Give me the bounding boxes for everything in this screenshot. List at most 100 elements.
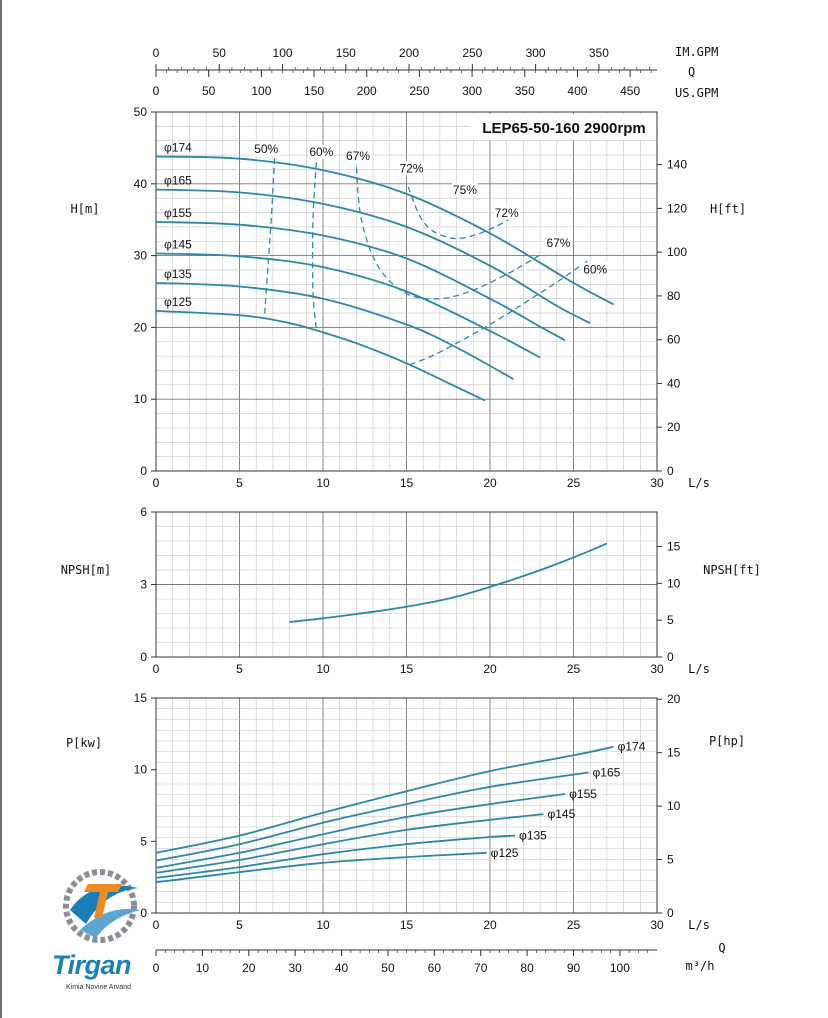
us-gpm-tick-label: 450 (620, 84, 640, 98)
power-ylabel-right: P[hp] (709, 734, 745, 748)
head-ylabel-right: H[ft] (710, 202, 746, 216)
head-ytick-left-label: 50 (134, 105, 148, 119)
power-curve-label: φ125 (491, 846, 519, 860)
im-gpm-tick-label: 200 (399, 46, 419, 60)
us-gpm-tick-label: 400 (567, 84, 587, 98)
tirgan-emblem-icon (63, 869, 140, 943)
efficiency-label-bg (308, 144, 335, 159)
npsh-xtick-label: 0 (153, 662, 160, 676)
efficiency-curve (311, 162, 317, 329)
im-gpm-tick-label: 100 (273, 46, 293, 60)
npsh-curve (289, 542, 608, 623)
head-ytick-left-label: 40 (134, 177, 148, 191)
head-ytick-right-label: 20 (667, 420, 681, 434)
head-curve-label: φ145 (164, 237, 192, 251)
head-curve-label: φ135 (164, 267, 192, 281)
us-gpm-tick-label: 150 (304, 84, 324, 98)
im-gpm-label: IM.GPM (675, 45, 718, 59)
npsh-xtick-label: 5 (236, 662, 243, 676)
us-gpm-tick-label: 250 (409, 84, 429, 98)
us-gpm-label: US.GPM (675, 86, 718, 100)
logo-wordmark: Tirgan (52, 950, 132, 980)
head-curve-d174 (155, 155, 615, 306)
power-xtick-label: 30 (650, 918, 664, 932)
im-gpm-tick-label: 50 (213, 46, 227, 60)
efficiency-label-bg (451, 182, 478, 197)
efficiency-label-bg (582, 262, 609, 277)
head-curve-label: φ165 (164, 174, 192, 188)
im-gpm-tick-label: 0 (153, 46, 160, 60)
m3h-tick-label: 70 (474, 961, 488, 975)
head-curve-d145 (155, 252, 541, 359)
npsh-xtick-label: 25 (567, 662, 581, 676)
power-ytick-left-label: 0 (140, 906, 147, 920)
head-curve-d135 (155, 282, 514, 380)
npsh-xlabel: L/s (688, 662, 710, 676)
power-curve-d165 (155, 771, 589, 862)
logo-subtitle: Kimia Novine Arvand (66, 984, 131, 991)
power-ytick-left-label: 5 (140, 834, 147, 848)
npsh-ytick-right-label: 0 (667, 650, 674, 664)
m3h-tick-label: 10 (196, 961, 210, 975)
npsh-ytick-left-label: 3 (140, 578, 147, 592)
head-curve-label: φ155 (164, 206, 192, 220)
m3h-tick-label: 40 (335, 961, 349, 975)
head-ytick-left-label: 20 (134, 320, 148, 334)
head-xtick-label: 25 (567, 476, 581, 490)
power-ytick-left-label: 15 (134, 691, 148, 705)
us-gpm-tick-label: 0 (153, 84, 160, 98)
head-plot-frame (155, 111, 658, 472)
bottom-unit-label: m³/h (686, 959, 715, 973)
power-xtick-label: 20 (483, 918, 497, 932)
npsh-ylabel-right: NPSH[ft] (703, 563, 761, 577)
head-curve-d125 (155, 310, 486, 402)
efficiency-label: 50% (254, 142, 278, 156)
head-xtick-label: 30 (650, 476, 664, 490)
power-xtick-label: 0 (153, 918, 160, 932)
efficiency-label: 67% (346, 149, 370, 163)
power-curve-d125 (155, 851, 487, 884)
us-gpm-tick-label: 100 (251, 84, 271, 98)
head-xtick-label: 10 (316, 476, 330, 490)
power-xtick-label: 10 (316, 918, 330, 932)
power-ytick-right-label: 15 (667, 746, 681, 760)
efficiency-label-bg (253, 141, 280, 156)
power-xtick-label: 15 (400, 918, 414, 932)
m3h-tick-label: 90 (567, 961, 581, 975)
head-xtick-label: 0 (153, 476, 160, 490)
power-ytick-right-label: 5 (667, 853, 674, 867)
head-ytick-right-label: 120 (667, 201, 687, 215)
power-curve-d145 (155, 813, 544, 874)
head-ytick-right-label: 80 (667, 289, 681, 303)
power-xlabel: L/s (688, 918, 710, 932)
npsh-ytick-left-label: 0 (140, 650, 147, 664)
power-ytick-right-label: 0 (667, 906, 674, 920)
efficiency-curve (407, 186, 516, 240)
head-ytick-right-label: 140 (667, 158, 687, 172)
im-gpm-tick-label: 150 (336, 46, 356, 60)
m3h-tick-label: 60 (428, 961, 442, 975)
power-curve-label: φ174 (618, 740, 646, 754)
npsh-xtick-label: 10 (316, 662, 330, 676)
efficiency-label: 60% (309, 145, 333, 159)
bottom-q-label: Q (718, 941, 725, 955)
im-gpm-tick-label: 350 (589, 46, 609, 60)
im-gpm-tick-label: 250 (462, 46, 482, 60)
head-ytick-left-label: 0 (140, 464, 147, 478)
npsh-ytick-right-label: 10 (667, 576, 681, 590)
tirgan-logo: Tirgan Kimia Novine Arvand (52, 858, 152, 998)
m3h-tick-label: 80 (520, 961, 534, 975)
power-curve-label: φ135 (519, 829, 547, 843)
efficiency-label: 75% (453, 183, 477, 197)
m3h-tick-label: 30 (288, 961, 302, 975)
efficiency-label-bg (345, 149, 372, 164)
power-xtick-label: 25 (567, 918, 581, 932)
efficiency-label-bg (545, 235, 572, 250)
head-ytick-left-label: 10 (134, 392, 148, 406)
us-gpm-tick-label: 350 (515, 84, 535, 98)
efficiency-curve (263, 157, 276, 318)
power-curve-d135 (155, 834, 516, 879)
head-title: LEP65-50-160 2900rpm (482, 120, 645, 137)
npsh-xtick-label: 20 (483, 662, 497, 676)
